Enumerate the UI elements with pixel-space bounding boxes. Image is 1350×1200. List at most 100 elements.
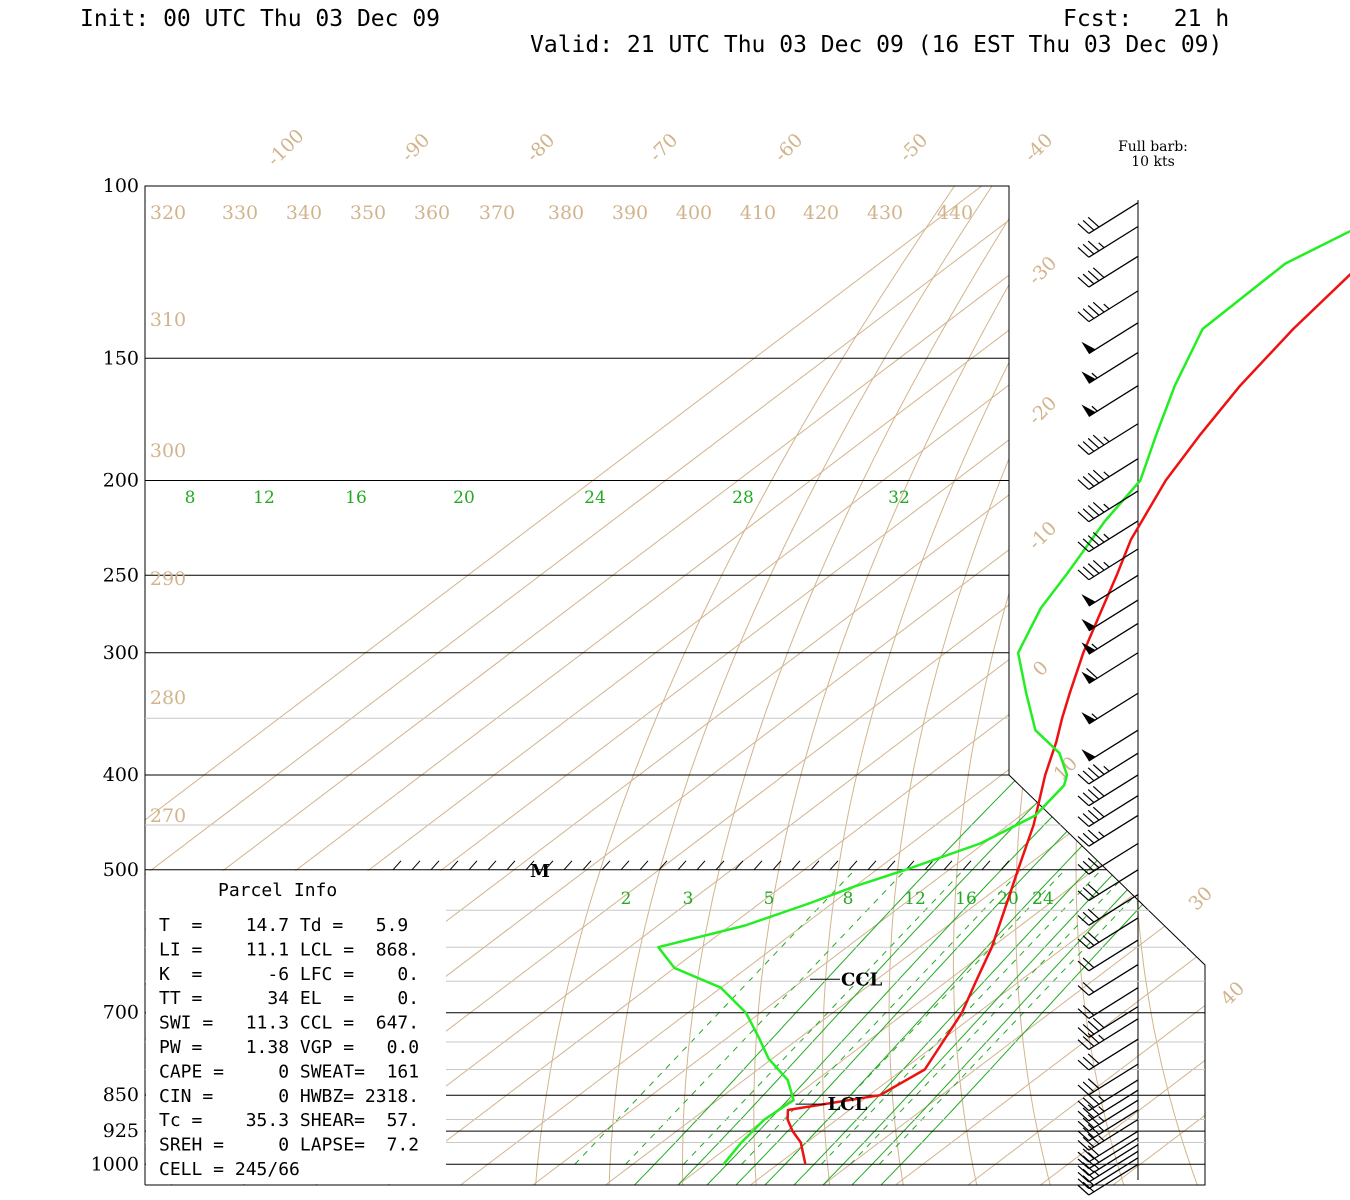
- barb-note-line1: Full barb:: [1118, 139, 1188, 155]
- wind-barb-full: [1077, 1158, 1090, 1170]
- isotherm-label: -80: [522, 129, 559, 166]
- wind-barb: [1077, 1089, 1139, 1122]
- wind-barb-flag: [1081, 341, 1096, 354]
- freezing-level-marker: M: [530, 861, 550, 882]
- hatch-mark: [392, 860, 402, 871]
- dry-adiabat-line: [608, 186, 993, 1185]
- mixing-ratio-line: [683, 869, 964, 1165]
- wind-barb-full: [1082, 243, 1095, 255]
- wind-barb: [1077, 752, 1139, 785]
- wind-barb-staff: [1088, 423, 1139, 456]
- theta-label: 380: [548, 202, 584, 224]
- hatch-mark: [506, 860, 516, 871]
- wind-barb: [1077, 1079, 1139, 1112]
- mixing-ratio-line: [784, 869, 1066, 1165]
- mixing-ratio-label: 16: [955, 889, 977, 909]
- wind-barb: [1081, 599, 1139, 632]
- hatch-mark: [411, 860, 421, 871]
- wind-barb-full: [1077, 773, 1090, 785]
- forecast-hour: Fcst: 21 h: [1063, 6, 1230, 32]
- hatch-mark: [962, 860, 972, 871]
- pressure-label: 200: [103, 469, 139, 491]
- isotherm-label: 40: [1216, 977, 1249, 1010]
- theta-label: 350: [350, 202, 386, 224]
- isotherm-line: [967, 186, 1205, 1185]
- wind-barb-full: [1082, 1023, 1095, 1035]
- pressure-label: 850: [103, 1084, 139, 1106]
- wind-barb-full: [1082, 441, 1095, 452]
- wind-barb: [1077, 1018, 1139, 1051]
- isotherm-label: -30: [1024, 252, 1061, 289]
- wind-barb-half: [1103, 503, 1110, 510]
- wind-barb-staff: [1088, 548, 1139, 581]
- isotherm-line: [1112, 186, 1205, 1185]
- wind-barb-full: [1082, 1175, 1095, 1186]
- theta-label: 430: [867, 202, 903, 224]
- wind-barb: [1081, 574, 1139, 607]
- wind-barb-full: [1082, 1081, 1095, 1093]
- wind-barb-full: [1082, 832, 1095, 844]
- wind-barb-full: [1087, 270, 1100, 282]
- isotherm-line: [145, 186, 1127, 1185]
- hatch-mark: [981, 860, 991, 871]
- parcel-info-line: PW = 1.38 VGP = 0.0: [159, 1037, 419, 1058]
- hatch-mark: [924, 860, 934, 871]
- wind-barb-full: [1087, 1124, 1100, 1135]
- wind-barb-staff: [1088, 917, 1139, 950]
- wind-barb-full: [1077, 795, 1090, 807]
- wind-barb-full: [1082, 273, 1095, 285]
- parcel-info-line: K = -6 LFC = 0.: [159, 964, 419, 985]
- mixing-ratio-label: 24: [1032, 889, 1054, 909]
- wind-barb-full: [1087, 437, 1100, 449]
- wind-barb-half: [1091, 713, 1098, 720]
- hatch-mark: [620, 860, 630, 871]
- theta-label: 300: [150, 440, 186, 462]
- isotherm-label: -60: [770, 129, 807, 166]
- wind-barb-staff: [1088, 1157, 1139, 1190]
- mixing-ratio-line: [849, 869, 1131, 1165]
- wind-barb-full: [1077, 511, 1090, 523]
- wind-barb-full: [1077, 311, 1090, 323]
- isotherm-line: [315, 186, 1205, 1185]
- wind-barb-full: [1087, 1032, 1100, 1044]
- wind-barb-full: [1082, 911, 1095, 923]
- theta-label: 400: [676, 202, 712, 224]
- theta-label: 310: [150, 309, 186, 331]
- wind-barb-staff: [1088, 322, 1139, 355]
- wind-barb-full: [1087, 305, 1100, 316]
- wind-barb: [1077, 548, 1139, 581]
- wind-barb: [1077, 1099, 1139, 1132]
- wind-barb-full: [1082, 770, 1095, 782]
- wind-barb: [1077, 255, 1139, 288]
- wind-barb-staff: [1088, 490, 1139, 523]
- wind-barb-full: [1077, 1110, 1090, 1122]
- parcel-info-line: Tc = 35.3 SHEAR= 57.: [159, 1110, 419, 1131]
- wind-barb-staff: [1088, 814, 1139, 847]
- wind-barb-full: [1077, 1140, 1090, 1151]
- parcel-info-line: TT = 34 EL = 0.: [159, 988, 419, 1009]
- wind-barb-staff: [1088, 1018, 1139, 1051]
- wind-barb-full: [1077, 541, 1090, 553]
- wind-barb-full: [1087, 563, 1100, 574]
- parcel-info-line: SREH = 0 LAPSE= 7.2: [159, 1135, 419, 1156]
- wind-barb: [1077, 490, 1139, 523]
- dry-adiabat-line: [1190, 186, 1205, 1185]
- wind-barb-staff: [1088, 225, 1139, 258]
- dry-adiabat-line: [753, 186, 1068, 1185]
- wind-barb-full: [1087, 1104, 1100, 1116]
- pressure-label: 300: [103, 642, 139, 664]
- wind-barb: [1077, 1137, 1139, 1170]
- parcel-info-box: Parcel Info T = 14.7 Td = 5.9 LI = 11.1 LC…: [146, 870, 446, 1184]
- wind-barb-half: [1098, 1034, 1105, 1041]
- wind-barb-staff: [1088, 622, 1139, 655]
- dry-adiabat-line: [1134, 186, 1205, 1185]
- wind-barb-full: [1087, 1053, 1100, 1065]
- wind-barb: [1077, 842, 1139, 875]
- isotherm-line: [605, 186, 1205, 1185]
- wind-barb-full: [1077, 479, 1090, 490]
- wind-barb-full: [1087, 1152, 1100, 1163]
- wind-barb-full: [1077, 1100, 1090, 1112]
- wind-barb-staff: [1088, 599, 1139, 632]
- wind-barb-full: [1082, 1155, 1095, 1166]
- wind-barb-full: [1087, 505, 1100, 516]
